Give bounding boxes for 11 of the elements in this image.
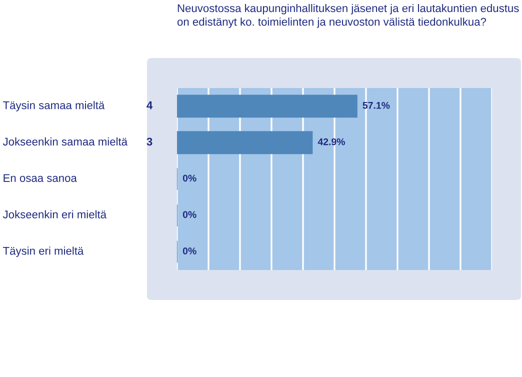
chart-title: Neuvostossa kaupunginhallituksen jäsenet ja eri lautakuntien edustus on edistänyt ko. toimielinten ja neuvoston välistä tiedonkulkua? (177, 4, 519, 28)
text: 3 (146, 138, 152, 146)
data-label: 0% (182, 248, 196, 254)
y-tick-label: En osaa sanoa (4, 174, 77, 182)
y-tick-label: Täysin eri mieltä (3, 246, 84, 257)
y-tick-label: Jokseenkin eri mieltä (2, 210, 107, 218)
y-tick-label: Täysin samaa mieltä (3, 101, 105, 112)
data-label: 0% (182, 174, 196, 182)
data-label: 0% (182, 211, 196, 218)
y-tick-label: Jokseenkin samaa mieltä (2, 137, 128, 146)
text: 4 (146, 101, 153, 110)
